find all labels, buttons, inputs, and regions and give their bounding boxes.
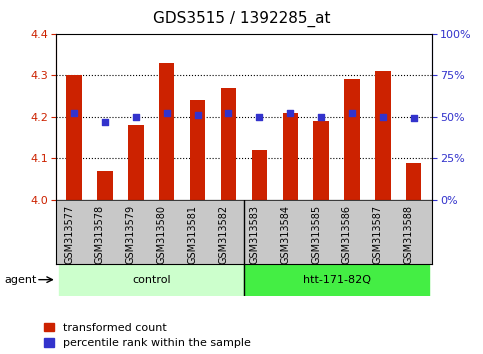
Bar bbox=[375, 71, 391, 200]
Text: GSM313584: GSM313584 bbox=[280, 205, 290, 264]
Bar bbox=[97, 171, 113, 200]
Legend: transformed count, percentile rank within the sample: transformed count, percentile rank withi… bbox=[44, 322, 251, 348]
Text: GSM313586: GSM313586 bbox=[342, 205, 352, 264]
Bar bbox=[66, 75, 82, 200]
Text: GSM313587: GSM313587 bbox=[373, 205, 383, 264]
Point bbox=[348, 111, 356, 116]
Bar bbox=[159, 63, 174, 200]
Text: GSM313583: GSM313583 bbox=[249, 205, 259, 264]
Bar bbox=[406, 162, 422, 200]
Point bbox=[70, 111, 78, 116]
Bar bbox=[313, 121, 329, 200]
Text: GSM313582: GSM313582 bbox=[218, 205, 228, 264]
Text: control: control bbox=[132, 275, 170, 285]
Bar bbox=[344, 79, 360, 200]
Point bbox=[101, 119, 109, 125]
Text: GDS3515 / 1392285_at: GDS3515 / 1392285_at bbox=[153, 11, 330, 27]
Bar bbox=[58, 264, 244, 296]
Point bbox=[410, 116, 418, 121]
Text: GSM313579: GSM313579 bbox=[126, 205, 136, 264]
Text: GSM313580: GSM313580 bbox=[156, 205, 167, 264]
Bar bbox=[190, 100, 205, 200]
Point bbox=[317, 114, 325, 120]
Bar bbox=[128, 125, 143, 200]
Text: GSM313577: GSM313577 bbox=[64, 205, 74, 264]
Point bbox=[194, 112, 201, 118]
Text: GSM313578: GSM313578 bbox=[95, 205, 105, 264]
Text: htt-171-82Q: htt-171-82Q bbox=[302, 275, 370, 285]
Bar bbox=[252, 150, 267, 200]
Point bbox=[379, 114, 387, 120]
Point bbox=[225, 111, 232, 116]
Text: GSM313581: GSM313581 bbox=[187, 205, 198, 264]
Point bbox=[256, 114, 263, 120]
Text: agent: agent bbox=[5, 275, 37, 285]
Bar bbox=[244, 264, 429, 296]
Point bbox=[132, 114, 140, 120]
Bar bbox=[221, 88, 236, 200]
Text: GSM313588: GSM313588 bbox=[404, 205, 414, 264]
Point bbox=[286, 111, 294, 116]
Point bbox=[163, 111, 170, 116]
Text: GSM313585: GSM313585 bbox=[311, 205, 321, 264]
Bar bbox=[283, 113, 298, 200]
